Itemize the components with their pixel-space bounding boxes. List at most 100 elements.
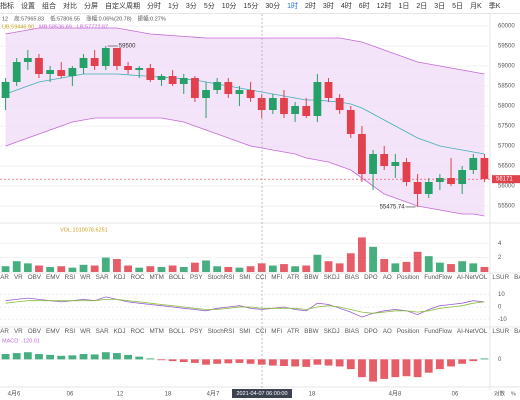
indicator-tab[interactable]: EMV [46, 328, 60, 335]
bar [324, 261, 333, 272]
toolbar-item[interactable]: 季K [488, 3, 501, 10]
indicator-tab[interactable]: Position [396, 328, 420, 335]
x-tick-label: 4月6 [8, 391, 21, 398]
indicator-tab[interactable]: Position [396, 274, 420, 281]
indicator-tab[interactable]: ROC [130, 274, 145, 281]
indicator-tab[interactable]: BIAS [344, 274, 360, 281]
indicator-tab[interactable]: BOLL [168, 328, 185, 335]
toolbar-item[interactable]: 月K [470, 3, 482, 10]
indicator-tab[interactable]: CCI [255, 328, 267, 335]
indicator-tab[interactable]: OBV [27, 274, 42, 281]
bar [246, 359, 255, 364]
toolbar-item[interactable]: 1分 [168, 3, 179, 10]
indicator-tab[interactable]: SAR [95, 274, 109, 281]
indicator-tab[interactable]: EMV [46, 274, 60, 281]
indicator-tab[interactable]: AI-NetVOL [456, 274, 488, 281]
toolbar-item[interactable]: 5日 [452, 3, 464, 10]
bar [280, 359, 288, 366]
bar [213, 266, 222, 272]
indicator-tab[interactable]: MFI [271, 274, 283, 281]
indicator-tab[interactable]: BAR [0, 274, 9, 281]
indicator-tab[interactable]: CCI [255, 274, 267, 281]
bar [458, 359, 467, 364]
toolbar-item[interactable]: 15分 [243, 3, 259, 10]
indicator-tab[interactable]: BAR [0, 328, 9, 335]
candle-body [235, 90, 244, 94]
toolbar-item[interactable]: 10分 [221, 3, 237, 10]
indicator-tab[interactable]: KDJ [113, 328, 126, 335]
min-label: 55475.74 [380, 205, 406, 211]
toolbar-item[interactable]: 组合 [42, 3, 56, 10]
indicator-tab[interactable]: LSUR [492, 328, 510, 335]
indicator-tab[interactable]: PSY [189, 274, 203, 281]
toolbar-item[interactable]: 3分 [185, 3, 197, 10]
indicator-tab[interactable]: ATR [287, 274, 300, 281]
indicator-tab[interactable]: AI-NetVOL [456, 328, 488, 335]
candle-body [23, 58, 32, 62]
indicator-tab[interactable]: KDJ [113, 274, 126, 281]
toolbar-item[interactable]: 2时 [305, 3, 316, 10]
indicator-tab[interactable]: RSI [64, 274, 76, 281]
bar [302, 359, 311, 367]
indicator-tab[interactable]: FundFlow [424, 328, 452, 335]
indicator-tab[interactable]: MTM [149, 328, 164, 335]
indicator-tab[interactable]: SMI [239, 328, 251, 335]
indicator-tab[interactable]: LSUR [492, 274, 510, 281]
indicator-tab[interactable]: DPO [364, 328, 378, 335]
indicator-tab[interactable]: AO [382, 328, 392, 335]
bar [358, 237, 366, 272]
indicator-tab[interactable]: VR [13, 328, 23, 335]
indicator-tab[interactable]: SKDJ [323, 274, 340, 281]
x-tick-label: 4月8 [389, 391, 402, 398]
indicator-tab[interactable]: DPO [364, 274, 378, 281]
toolbar-item[interactable]: 指标 [0, 3, 14, 10]
indicator-tab[interactable]: SMI [239, 274, 251, 281]
indicator-tab[interactable]: ROC [130, 328, 145, 335]
indicator-tab[interactable]: SAR [95, 328, 109, 335]
indicator-tab[interactable]: WR [80, 274, 91, 281]
indicator-tab[interactable]: WR [80, 328, 91, 335]
toolbar-item[interactable]: 3时 [322, 3, 334, 10]
candle-body [435, 178, 444, 182]
bar [369, 359, 377, 382]
toolbar-item[interactable]: 6时 [358, 3, 370, 10]
indicator-tab[interactable]: BOLL [168, 274, 185, 281]
toolbar-item[interactable]: 对比 [63, 3, 77, 10]
indicator-tab[interactable]: SKDJ [323, 328, 340, 335]
indicator-tab[interactable]: BIAS [344, 328, 360, 335]
toolbar-item[interactable]: 自定义周期 [105, 3, 140, 10]
indicator-tab[interactable]: MTM [149, 274, 164, 281]
indicator-tab[interactable]: BBW [304, 328, 319, 335]
indicator-tab[interactable]: ATR [287, 328, 300, 335]
indicator-tabs: BAR VR OBV EMV RSI WR SAR KDJ ROC MTM BOLL PSY Stoch… [0, 274, 520, 281]
toolbar-item[interactable]: 4时 [340, 3, 352, 10]
indicator-tab[interactable]: FundFlow [424, 274, 452, 281]
toolbar-item[interactable]: 3日 [434, 3, 446, 10]
indicator-tab[interactable]: BASIS [514, 274, 520, 281]
bar [101, 257, 110, 272]
toolbar-item[interactable]: 1日 [398, 3, 410, 10]
toolbar-item[interactable]: 30分 [265, 3, 281, 10]
indicator-tab[interactable]: BASIS [514, 328, 520, 335]
toolbar-item[interactable]: 1时 [287, 3, 299, 10]
toolbar-item[interactable]: 5分 [203, 3, 215, 10]
bar [12, 353, 21, 360]
toolbar-item[interactable]: 分屏 [84, 3, 98, 10]
indicator-tab[interactable]: StochRSI [207, 328, 235, 335]
candle-body [168, 76, 177, 84]
toolbar-item[interactable]: 分时 [147, 3, 161, 10]
indicator-tab[interactable]: StochRSI [207, 274, 235, 281]
toolbar-item[interactable]: 2日 [416, 3, 428, 10]
candle-body [458, 170, 467, 184]
indicator-tab[interactable]: PSY [189, 328, 203, 335]
toolbar-item[interactable]: 设置 [21, 3, 35, 10]
indicator-tab[interactable]: OBV [27, 328, 42, 335]
indicator-tab[interactable]: AO [382, 274, 392, 281]
toolbar-item[interactable]: 12时 [376, 3, 392, 10]
boll-item: MB:58536.69 [39, 24, 72, 30]
bar [23, 263, 32, 272]
indicator-tab[interactable]: RSI [64, 328, 76, 335]
indicator-tab[interactable]: BBW [304, 274, 319, 281]
indicator-tab[interactable]: MFI [271, 328, 283, 335]
indicator-tab[interactable]: VR [13, 274, 23, 281]
